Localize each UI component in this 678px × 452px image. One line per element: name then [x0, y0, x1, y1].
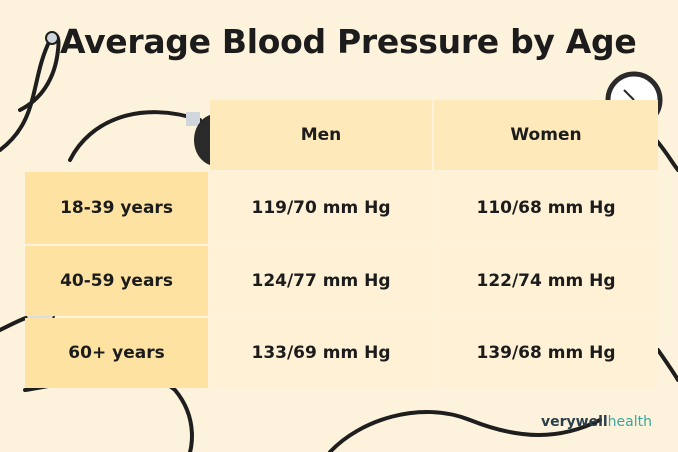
column-header: Men — [210, 100, 432, 170]
brand-primary: verywell — [540, 414, 608, 430]
cell: 133/69 mm Hg — [210, 318, 432, 388]
row-label: 18-39 years — [25, 172, 208, 244]
cell: 122/74 mm Hg — [434, 246, 658, 316]
cell: 119/70 mm Hg — [210, 172, 432, 244]
brand-secondary: health — [607, 414, 652, 430]
column-header: Women — [434, 100, 658, 170]
brand: verywellhealth — [541, 414, 652, 430]
row-label: 40-59 years — [25, 246, 208, 316]
cell: 139/68 mm Hg — [434, 318, 658, 388]
row-label: 60+ years — [25, 318, 208, 388]
cell: 110/68 mm Hg — [434, 172, 658, 244]
cell: 124/77 mm Hg — [210, 246, 432, 316]
title: Average Blood Pressure by Age — [60, 22, 637, 61]
